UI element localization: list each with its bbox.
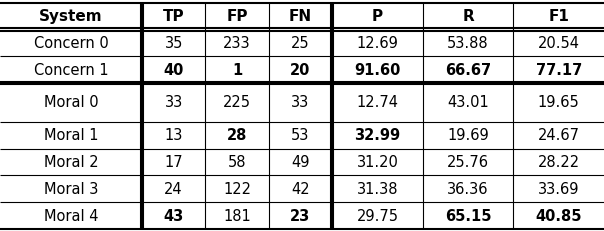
Text: Moral 3: Moral 3 <box>43 181 98 196</box>
Text: 23: 23 <box>291 208 310 223</box>
Text: 53: 53 <box>291 128 310 143</box>
Text: 181: 181 <box>223 208 251 223</box>
Text: TP: TP <box>163 9 184 24</box>
Text: 66.67: 66.67 <box>445 62 491 77</box>
Text: 91.60: 91.60 <box>355 62 400 77</box>
Text: 42: 42 <box>291 181 310 196</box>
Text: Concern 0: Concern 0 <box>34 36 108 51</box>
Text: 12.74: 12.74 <box>356 95 399 110</box>
Text: 24: 24 <box>164 181 183 196</box>
Text: Moral 1: Moral 1 <box>43 128 98 143</box>
Text: 32.99: 32.99 <box>355 128 400 143</box>
Text: 77.17: 77.17 <box>536 62 582 77</box>
Text: 65.15: 65.15 <box>445 208 491 223</box>
Text: 12.69: 12.69 <box>356 36 399 51</box>
Text: 33.69: 33.69 <box>538 181 579 196</box>
Text: 25: 25 <box>291 36 310 51</box>
Text: FP: FP <box>226 9 248 24</box>
Text: 33: 33 <box>164 95 183 110</box>
Text: 20.54: 20.54 <box>538 36 580 51</box>
Text: 122: 122 <box>223 181 251 196</box>
Text: Moral 0: Moral 0 <box>43 95 98 110</box>
Text: 25.76: 25.76 <box>447 155 489 170</box>
Text: P: P <box>372 9 383 24</box>
Text: 35: 35 <box>164 36 183 51</box>
Text: 19.69: 19.69 <box>447 128 489 143</box>
Text: 28.22: 28.22 <box>538 155 580 170</box>
Text: Moral 2: Moral 2 <box>43 155 98 170</box>
Text: 1: 1 <box>232 62 242 77</box>
Text: 58: 58 <box>228 155 246 170</box>
Text: Concern 1: Concern 1 <box>34 62 108 77</box>
Text: 53.88: 53.88 <box>448 36 489 51</box>
Text: 49: 49 <box>291 155 310 170</box>
Text: 31.38: 31.38 <box>357 181 398 196</box>
Text: 40.85: 40.85 <box>536 208 582 223</box>
Text: 233: 233 <box>223 36 251 51</box>
Text: 17: 17 <box>164 155 183 170</box>
Text: 33: 33 <box>291 95 310 110</box>
Text: 36.36: 36.36 <box>448 181 489 196</box>
Text: F1: F1 <box>548 9 569 24</box>
Text: 43.01: 43.01 <box>447 95 489 110</box>
Text: 40: 40 <box>164 62 184 77</box>
Text: 13: 13 <box>164 128 183 143</box>
Text: 29.75: 29.75 <box>356 208 399 223</box>
Text: 24.67: 24.67 <box>538 128 580 143</box>
Text: 19.65: 19.65 <box>538 95 580 110</box>
Text: R: R <box>462 9 474 24</box>
Text: 20: 20 <box>291 62 310 77</box>
Text: 31.20: 31.20 <box>356 155 399 170</box>
Text: 43: 43 <box>164 208 184 223</box>
Text: FN: FN <box>289 9 312 24</box>
Text: 28: 28 <box>227 128 247 143</box>
Text: System: System <box>39 9 103 24</box>
Text: Moral 4: Moral 4 <box>43 208 98 223</box>
Text: 225: 225 <box>223 95 251 110</box>
